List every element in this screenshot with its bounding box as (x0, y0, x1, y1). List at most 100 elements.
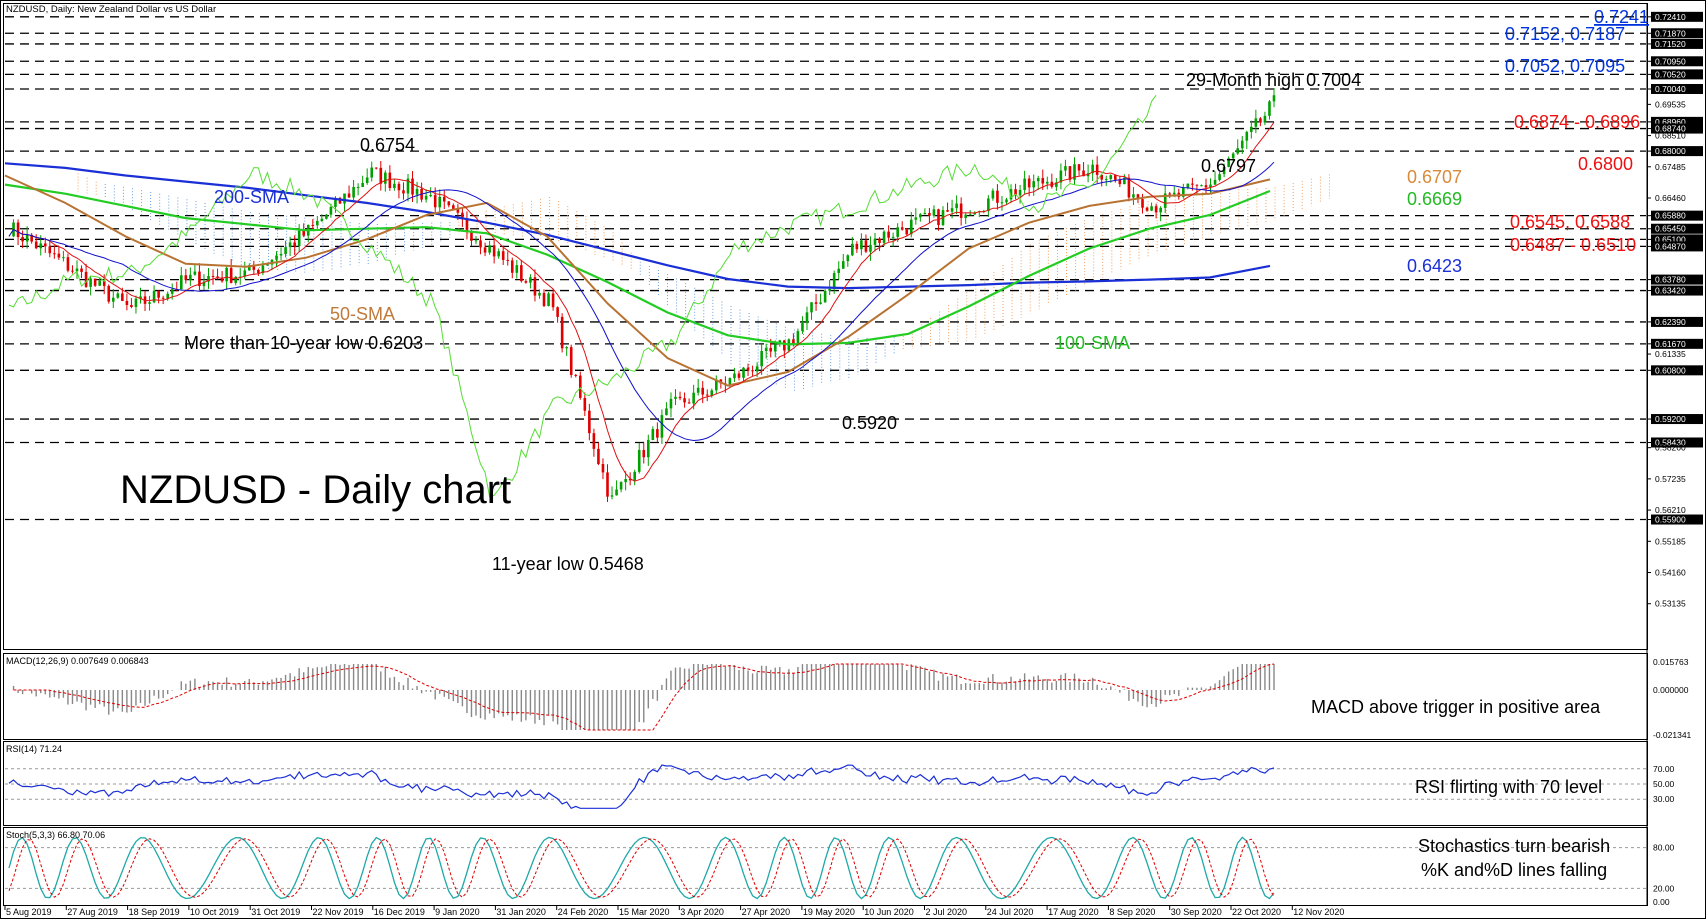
macd-signal-line (13, 663, 1275, 731)
price-tick-box-17 (1651, 274, 1703, 285)
price-tick-label-19: 0.62390 (1655, 317, 1686, 327)
candle-body-181 (828, 289, 831, 291)
candle-body-68 (316, 220, 319, 226)
candle-body-67 (311, 225, 315, 227)
candle-body-106 (488, 245, 491, 253)
candle-body-141 (647, 439, 650, 458)
time-tick-label-6: 16 Dec 2019 (374, 907, 425, 917)
candle-body-21 (102, 280, 106, 286)
candle-body-253 (1154, 206, 1158, 213)
price-tick-box-7 (1651, 116, 1703, 127)
candle-body-261 (1191, 183, 1194, 185)
candle-body-257 (1172, 192, 1176, 195)
price-tick-label-24: 0.58430 (1655, 437, 1686, 447)
candle-body-137 (628, 478, 632, 481)
candle-body-149 (683, 398, 686, 403)
candle-body-120 (551, 293, 555, 308)
candle-body-211 (964, 214, 967, 218)
price-tick-box-0 (1651, 11, 1703, 22)
candle-body-152 (696, 387, 700, 393)
candle-body-43 (202, 281, 206, 287)
macd-legend: MACD(12,26,9) 0.007649 0.006843 (6, 656, 149, 666)
candle-body-92 (424, 195, 428, 200)
label-low-may: 0.5920 (842, 413, 897, 433)
candle-body-20 (98, 280, 101, 286)
candle-body-12 (62, 257, 65, 259)
price-tick-label-18: 0.63420 (1655, 286, 1686, 296)
price-tick-box-24 (1651, 437, 1703, 448)
candle-body-179 (819, 302, 822, 304)
candle-body-10 (53, 253, 56, 255)
time-tick-label-20: 22 Oct 2020 (1232, 907, 1281, 917)
candle-body-226 (1032, 181, 1035, 188)
candle-body-94 (433, 195, 437, 208)
candle-body-93 (429, 195, 432, 197)
candle-body-129 (592, 433, 596, 449)
candle-body-229 (1045, 181, 1049, 184)
candle-body-15 (75, 268, 79, 272)
macd-tick-1: 0.000000 (1653, 685, 1689, 695)
candle-body-254 (1159, 207, 1162, 213)
candle-body-83 (384, 172, 387, 184)
candle-body-203 (928, 212, 931, 216)
candle-body-241 (1100, 174, 1104, 180)
stoch-k-line (8, 836, 1275, 900)
price-tick-box-18 (1651, 285, 1703, 296)
candle-body-222 (1014, 189, 1017, 196)
candle-body-24 (116, 293, 120, 298)
candle-body-279 (1272, 95, 1276, 102)
price-tick-label-29: 0.55185 (1655, 536, 1686, 546)
candle-body-102 (470, 232, 473, 241)
candle-body-97 (447, 201, 451, 206)
line-chikou (8, 94, 1157, 498)
candle-body-245 (1118, 179, 1122, 185)
candle-body-164 (751, 370, 754, 372)
candle-body-70 (325, 214, 328, 219)
candle-body-90 (415, 188, 419, 195)
candle-body-23 (111, 297, 115, 302)
oscillator-panels: 0.015763 0.000000 -0.021341 70.00 50.00 30.00… (5, 657, 1692, 907)
price-tick-box-19 (1651, 316, 1703, 327)
candle-body-260 (1186, 183, 1190, 188)
candle-body-125 (574, 375, 578, 377)
candle-body-275 (1254, 118, 1258, 127)
price-tick-label-4: 0.70520 (1655, 69, 1686, 79)
line-kijun (8, 161, 1275, 442)
candle-body-105 (483, 247, 487, 253)
price-tick-label-25: 0.58260 (1655, 443, 1686, 453)
price-tick-label-11: 0.67485 (1655, 162, 1686, 172)
price-tick-box-10 (1651, 146, 1703, 157)
candle-body-40 (189, 274, 192, 280)
rsi-legend: RSI(14) 71.24 (6, 744, 62, 754)
rsi-tick-1: 50.00 (1653, 779, 1675, 789)
candle-body-118 (542, 292, 546, 306)
candle-body-131 (601, 464, 605, 473)
candle-body-52 (243, 270, 247, 277)
stoch-note-line-2: %K and%D lines falling (1421, 860, 1607, 880)
price-tick-label-13: 0.65880 (1655, 211, 1686, 221)
candle-body-110 (506, 259, 510, 261)
candle-body-237 (1082, 170, 1085, 177)
candle-body-177 (810, 302, 813, 313)
candle-body-63 (293, 242, 296, 247)
candle-body-17 (84, 271, 88, 287)
candle-body-32 (152, 290, 156, 303)
candle-body-250 (1141, 199, 1144, 208)
candle-body-119 (547, 293, 550, 306)
level-label-6423: 0.6423 (1407, 256, 1462, 276)
candle-body-259 (1182, 187, 1185, 197)
candle-body-22 (107, 285, 111, 302)
candle-body-266 (1213, 179, 1217, 185)
candle-body-109 (501, 251, 505, 260)
candle-body-145 (665, 408, 668, 416)
candle-body-271 (1236, 148, 1240, 154)
candle-body-208 (950, 208, 954, 212)
candle-body-54 (252, 265, 256, 270)
candle-body-220 (1005, 199, 1008, 203)
price-tick-label-21: 0.61335 (1655, 349, 1686, 359)
candle-body-264 (1204, 185, 1208, 188)
price-tick-box-1 (1651, 28, 1703, 39)
candle-body-197 (900, 227, 904, 230)
candle-body-276 (1259, 118, 1262, 123)
